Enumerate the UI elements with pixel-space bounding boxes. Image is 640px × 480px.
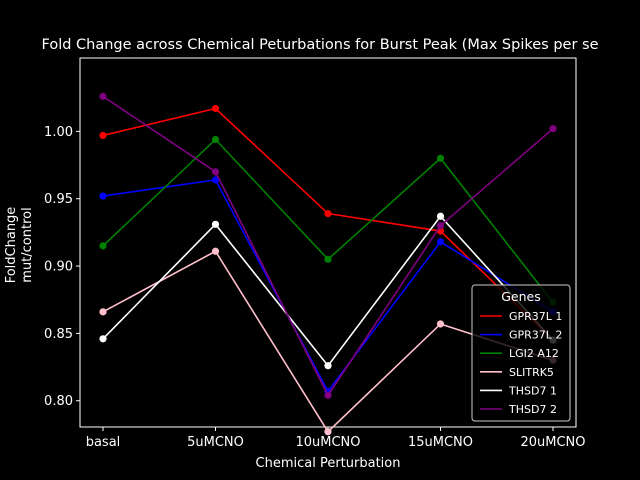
data-point bbox=[211, 176, 220, 184]
data-point bbox=[99, 192, 107, 200]
data-point bbox=[436, 154, 445, 162]
data-point bbox=[324, 428, 332, 436]
y-axis: 0.80 0.85 0.90 0.95 1.00 bbox=[44, 125, 80, 409]
legend-label: GPR37L 2 bbox=[509, 329, 562, 342]
data-point bbox=[436, 320, 445, 328]
data-point bbox=[99, 335, 107, 343]
y-tick-label: 0.85 bbox=[44, 327, 73, 342]
data-point bbox=[436, 212, 445, 220]
y-axis-label: FoldChange mut/control bbox=[4, 207, 35, 284]
data-point bbox=[324, 362, 332, 370]
x-tick-label: 5uMCNO bbox=[187, 435, 244, 450]
legend-box bbox=[471, 284, 571, 422]
y-axis-label-line2: mut/control bbox=[20, 207, 35, 282]
legend-label: THSD7 1 bbox=[508, 384, 557, 397]
y-tick-label: 0.80 bbox=[44, 394, 73, 409]
y-tick-label: 0.90 bbox=[44, 260, 73, 275]
y-axis-label-line1: FoldChange bbox=[4, 207, 19, 284]
data-point bbox=[549, 125, 557, 133]
x-axis-label: Chemical Perturbation bbox=[256, 456, 401, 471]
data-point bbox=[211, 168, 220, 176]
legend-label: THSD7 2 bbox=[508, 403, 557, 416]
data-point bbox=[211, 104, 220, 113]
x-tick-label: 15uMCNO bbox=[408, 435, 473, 450]
x-tick-label: basal bbox=[86, 435, 121, 450]
data-point bbox=[99, 242, 107, 250]
data-point bbox=[99, 308, 107, 316]
data-point bbox=[324, 255, 332, 263]
x-tick-label: 10uMCNO bbox=[295, 435, 360, 450]
y-tick-label: 0.95 bbox=[44, 192, 73, 207]
legend-label: LGI2 A12 bbox=[509, 347, 559, 360]
legend-label: SLITRK5 bbox=[509, 366, 554, 379]
data-point bbox=[99, 131, 107, 140]
data-point bbox=[211, 135, 220, 144]
legend-title: Genes bbox=[501, 289, 541, 304]
data-point bbox=[324, 391, 332, 399]
x-axis: basal 5uMCNO 10uMCNO 15uMCNO 20uMCNO bbox=[86, 427, 586, 450]
data-point bbox=[211, 247, 220, 255]
data-point bbox=[436, 238, 445, 246]
data-point bbox=[436, 222, 445, 230]
legend: Genes GPR37L 1 GPR37L 2 LGI2 A12 SLITRK5 THSD… bbox=[471, 284, 571, 422]
x-tick-label: 20uMCNO bbox=[520, 435, 585, 450]
data-point bbox=[99, 92, 107, 100]
legend-label: GPR37L 1 bbox=[509, 310, 562, 323]
data-point bbox=[324, 209, 332, 218]
data-point bbox=[211, 220, 220, 228]
y-tick-label: 1.00 bbox=[44, 125, 73, 140]
chart-title: Fold Change across Chemical Peturbations… bbox=[42, 37, 599, 53]
